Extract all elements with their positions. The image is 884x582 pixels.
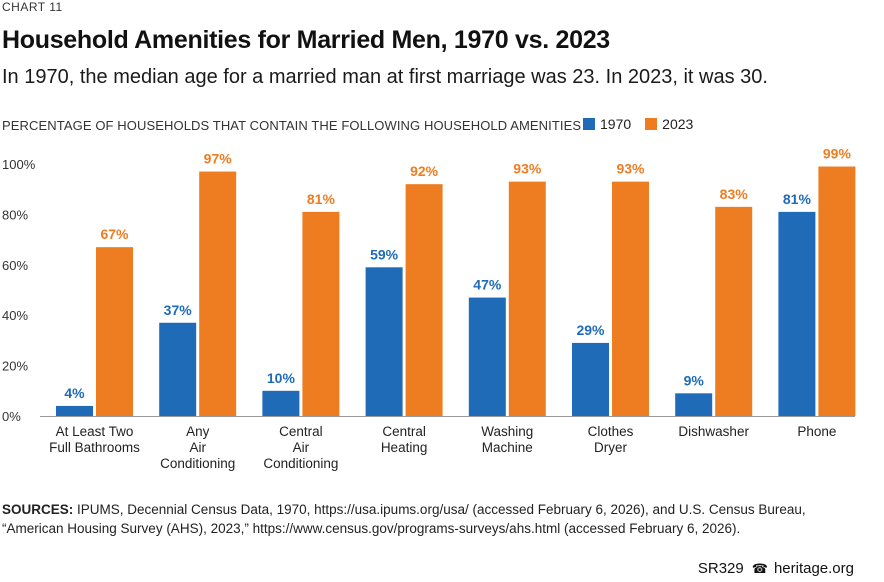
category-label: Air [189, 440, 206, 455]
data-label-2023: 81% [307, 191, 336, 207]
y-tick-label: 80% [2, 207, 28, 222]
category-label: At Least Two [56, 424, 134, 439]
category-label: Heating [381, 440, 428, 455]
y-tick-label: 60% [2, 258, 28, 273]
category-label: Phone [797, 424, 836, 439]
data-label-2023: 93% [513, 161, 542, 177]
data-label-2023: 92% [410, 163, 439, 179]
legend-item-2023: 2023 [645, 116, 693, 132]
bar-2023 [715, 206, 753, 416]
y-tick-label: 0% [2, 409, 21, 424]
y-tick-label: 100% [2, 157, 36, 172]
chart-number: CHART 11 [2, 0, 63, 14]
bar-1970 [675, 393, 713, 416]
bell-icon: ☎ [751, 560, 768, 576]
bar-2023 [612, 181, 649, 416]
bar-2023 [508, 181, 546, 416]
category-label: Conditioning [160, 456, 235, 471]
bar-1970 [778, 211, 816, 416]
category-label: Dryer [594, 440, 628, 455]
data-label-1970: 37% [164, 302, 193, 318]
legend-item-1970: 1970 [583, 116, 631, 132]
category-label: Conditioning [263, 456, 338, 471]
data-label-1970: 47% [473, 277, 502, 293]
category-label: Any [186, 424, 210, 439]
category-label: Central [382, 424, 426, 439]
category-label: Washing [481, 424, 533, 439]
chart-title: Household Amenities for Married Men, 197… [2, 26, 610, 54]
legend-swatch-1970 [583, 118, 595, 130]
data-label-2023: 97% [204, 151, 233, 167]
legend-label-2023: 2023 [662, 116, 694, 132]
bar-1970 [572, 342, 609, 416]
data-label-2023: 99% [823, 146, 852, 162]
sources-label: SOURCES: [2, 502, 74, 517]
footer: SR329 ☎ heritage.org [698, 560, 854, 577]
y-tick-label: 20% [2, 359, 28, 374]
data-label-1970: 59% [370, 246, 399, 262]
bar-1970 [468, 297, 506, 416]
site-name: heritage.org [773, 560, 854, 577]
category-label: Dishwasher [678, 424, 749, 439]
category-label: Full Bathrooms [49, 440, 140, 455]
sources-text: IPUMS, Decennial Census Data, 1970, http… [2, 502, 806, 536]
y-axis-label: PERCENTAGE OF HOUSEHOLDS THAT CONTAIN TH… [2, 118, 582, 133]
data-label-2023: 83% [720, 186, 749, 202]
bar-1970 [365, 267, 403, 416]
bar-2023 [96, 247, 133, 416]
data-label-1970: 9% [684, 372, 705, 388]
category-label: Air [293, 440, 310, 455]
bar-1970 [56, 405, 93, 416]
bar-2023 [405, 184, 443, 416]
bar-1970 [159, 322, 197, 416]
legend-label-1970: 1970 [600, 116, 632, 132]
data-label-1970: 4% [64, 385, 85, 401]
bar-2023 [302, 211, 340, 416]
sources-note: SOURCES: IPUMS, Decennial Census Data, 1… [2, 500, 862, 538]
category-label: Clothes [588, 424, 634, 439]
legend: 1970 2023 [583, 116, 707, 132]
bar-chart: 0% 20% 40% 60% 80% 100% 4% 67% At Least TwoFull … [2, 146, 856, 471]
y-tick-label: 40% [2, 308, 28, 323]
data-label-1970: 10% [267, 370, 296, 386]
legend-swatch-2023 [645, 118, 658, 130]
data-label-1970: 81% [783, 191, 812, 207]
category-label: Machine [482, 440, 533, 455]
data-label-2023: 67% [100, 226, 129, 242]
report-id: SR329 [697, 560, 744, 577]
data-label-1970: 29% [576, 322, 605, 338]
data-label-2023: 93% [616, 161, 645, 177]
chart-subtitle: In 1970, the median age for a married ma… [2, 66, 768, 88]
category-label: Central [279, 424, 323, 439]
bar-2023 [818, 166, 856, 416]
bar-2023 [199, 171, 237, 416]
bar-1970 [262, 390, 300, 416]
